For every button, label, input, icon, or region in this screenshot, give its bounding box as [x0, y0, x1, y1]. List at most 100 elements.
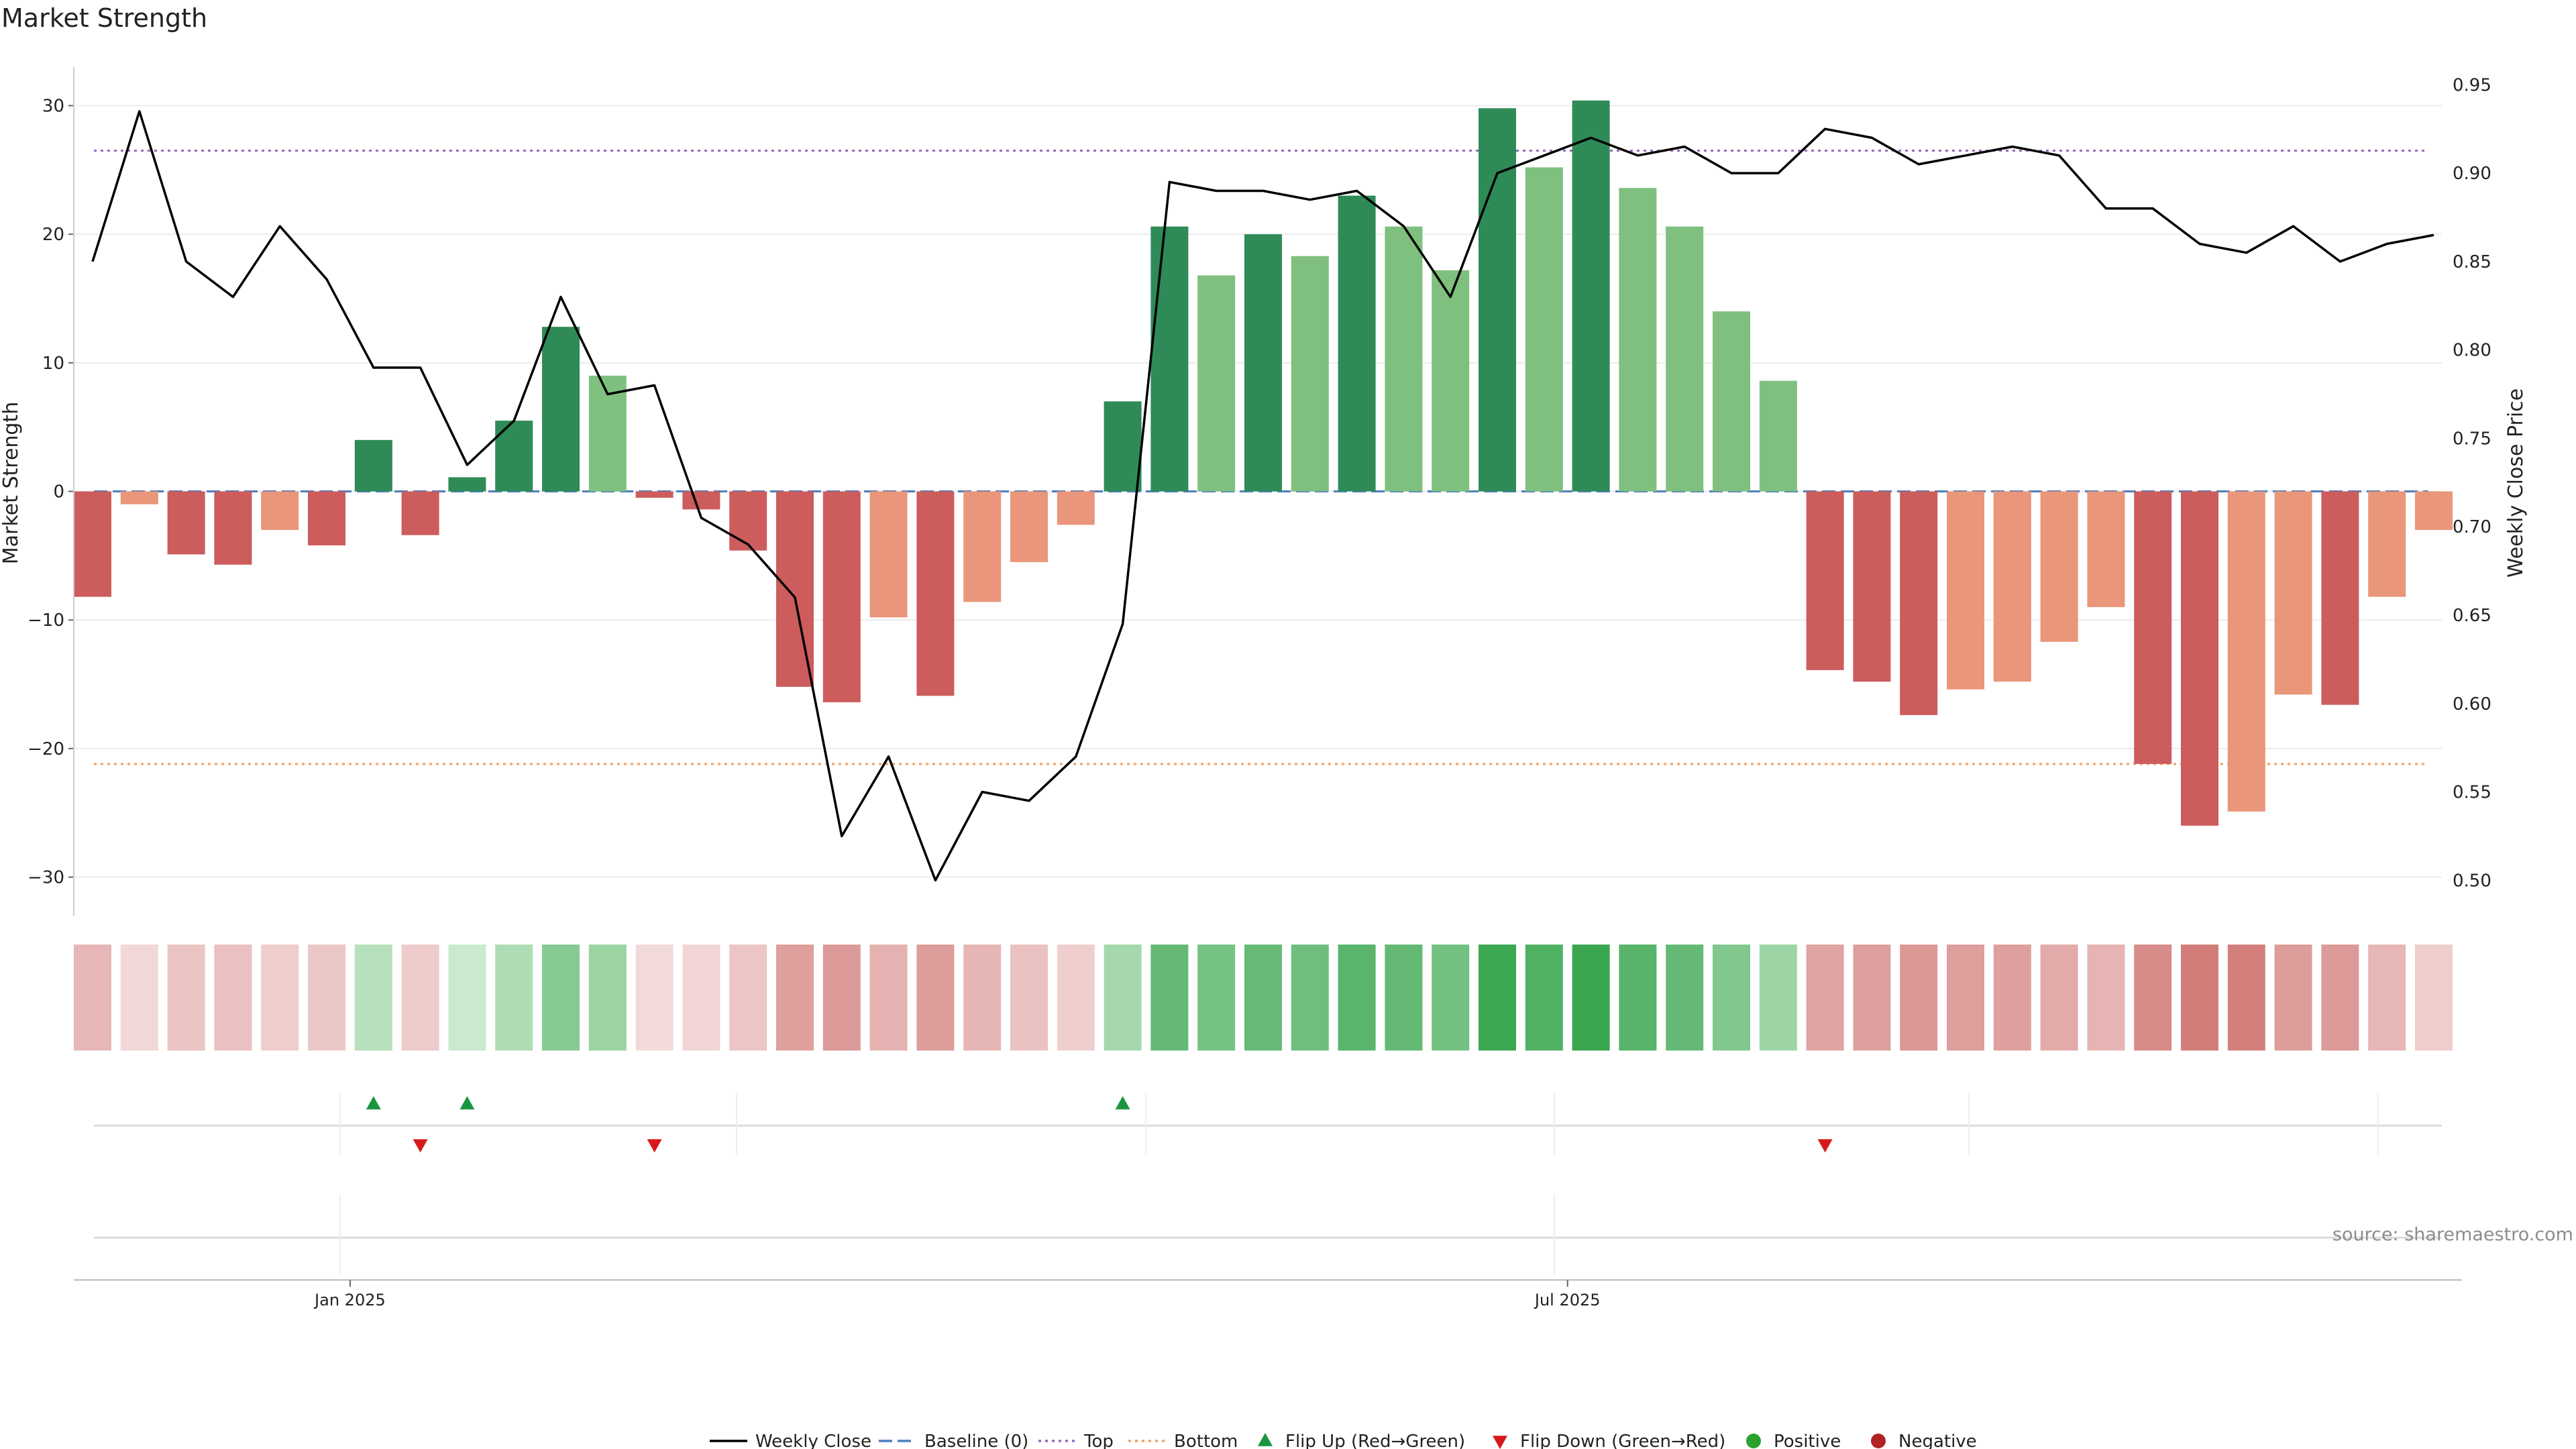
flip-marker-panel	[94, 1093, 2442, 1155]
heat-cell	[682, 945, 720, 1051]
strength-bar	[1572, 100, 1610, 492]
heat-cell	[1432, 945, 1470, 1051]
strength-bar	[916, 491, 955, 696]
weekly-close-line	[91, 110, 2434, 882]
right-axis: 0.95 0.90 0.85 0.80 0.75 0.70 0.65 0.60 0.55 0.50	[2453, 75, 2491, 891]
strength-bar	[1993, 491, 2031, 682]
heat-cell	[167, 945, 205, 1051]
strength-bar	[542, 327, 580, 492]
flip-up-marker	[366, 1096, 381, 1110]
right-tick-label: 0.85	[2453, 252, 2491, 272]
strength-bar	[1432, 270, 1470, 492]
legend-item: Negative	[1871, 1432, 1977, 1449]
right-tick-label: 0.55	[2453, 783, 2491, 803]
heat-cell	[1993, 945, 2031, 1051]
strength-bar	[1759, 380, 1797, 492]
strength-bar	[2368, 491, 2406, 597]
heat-cell	[1713, 945, 1750, 1051]
strength-bar	[1057, 491, 1095, 525]
heat-cell	[2321, 945, 2359, 1051]
heat-cell	[776, 945, 814, 1051]
heat-cell	[729, 945, 767, 1051]
strength-bar	[1385, 226, 1423, 492]
strength-heat-strip	[74, 945, 2453, 1051]
strength-bar	[1479, 108, 1516, 492]
right-tick-label: 0.80	[2453, 341, 2491, 361]
strength-bar	[1806, 491, 1844, 670]
legend-item: Weekly Close	[710, 1432, 871, 1449]
heat-cell	[2274, 945, 2312, 1051]
date-tick-label: Jan 2025	[313, 1291, 386, 1309]
left-tick-label: 0	[53, 482, 64, 502]
legend-item: Bottom	[1128, 1432, 1238, 1449]
right-tick-label: 0.75	[2453, 429, 2491, 449]
left-tick-label: 20	[42, 225, 64, 245]
strength-bar	[1525, 167, 1563, 492]
heat-cell	[120, 945, 158, 1051]
legend-swatch	[1493, 1436, 1507, 1449]
left-axis: 30 20 10 0 −10 −20 −30	[28, 67, 74, 916]
legend-swatch	[1746, 1434, 1761, 1448]
strength-bar	[495, 421, 533, 492]
date-tick-label: Jul 2025	[1534, 1291, 1601, 1309]
strength-bar	[776, 491, 814, 687]
strength-bar	[822, 491, 861, 702]
strength-bar	[1104, 401, 1142, 492]
legend-item: Baseline (0)	[879, 1432, 1028, 1449]
strength-bar	[1338, 195, 1376, 492]
heat-cell	[354, 945, 392, 1051]
heat-cell	[74, 945, 111, 1051]
heat-cell	[2134, 945, 2172, 1051]
right-tick-label: 0.60	[2453, 694, 2491, 714]
heat-cell	[1197, 945, 1236, 1051]
strength-bar	[869, 491, 908, 618]
heat-cell	[1853, 945, 1891, 1051]
left-tick-label: −20	[28, 739, 64, 759]
strength-bar	[2227, 491, 2265, 812]
legend: Weekly Close Baseline (0) Top Bottom Flip Up…	[710, 1432, 1977, 1449]
heat-cell	[448, 945, 486, 1051]
strength-bar	[1666, 226, 1704, 492]
heat-cell	[1338, 945, 1376, 1051]
strength-bar	[401, 491, 439, 535]
strength-bar	[1291, 256, 1329, 492]
heat-cell	[261, 945, 299, 1051]
legend-label: Top	[1083, 1432, 1114, 1449]
strength-bar	[2321, 491, 2359, 705]
heat-cell	[1010, 945, 1048, 1051]
left-tick-label: −30	[28, 868, 64, 888]
heat-cell	[495, 945, 533, 1051]
flip-down-marker	[1817, 1139, 1833, 1152]
date-axis: Jan 2025 Jul 2025	[74, 1279, 2462, 1309]
strength-bar	[354, 439, 392, 492]
right-tick-label: 0.95	[2453, 75, 2491, 95]
heat-cell	[401, 945, 439, 1051]
legend-label: Positive	[1774, 1432, 1841, 1449]
strength-bar	[1900, 491, 1938, 715]
strength-bar	[2040, 491, 2078, 642]
chart-title: Market Strength	[1, 3, 207, 33]
strength-bar	[1244, 234, 1282, 492]
right-tick-label: 0.65	[2453, 606, 2491, 626]
heat-cell	[2368, 945, 2406, 1051]
strength-bar	[1150, 226, 1189, 492]
strength-bar	[1853, 491, 1891, 682]
heat-cell	[1572, 945, 1610, 1051]
source-label: source: sharemaestro.com	[2332, 1224, 2573, 1245]
strength-bar	[2415, 491, 2453, 530]
heat-cell	[1479, 945, 1516, 1051]
heat-cell	[1806, 945, 1844, 1051]
sign-marker-panel	[94, 1194, 2442, 1275]
heat-cell	[1244, 945, 1282, 1051]
heat-cell	[2040, 945, 2078, 1051]
legend-swatch	[1258, 1433, 1273, 1446]
strength-bar	[308, 491, 345, 545]
heat-cell	[308, 945, 345, 1051]
legend-label: Flip Up (Red→Green)	[1285, 1432, 1465, 1449]
right-tick-label: 0.90	[2453, 164, 2491, 184]
legend-label: Bottom	[1174, 1432, 1238, 1449]
heat-cell	[1057, 945, 1095, 1051]
strength-bar	[167, 491, 205, 555]
heat-cell	[1900, 945, 1938, 1051]
left-tick-label: 10	[42, 354, 64, 374]
